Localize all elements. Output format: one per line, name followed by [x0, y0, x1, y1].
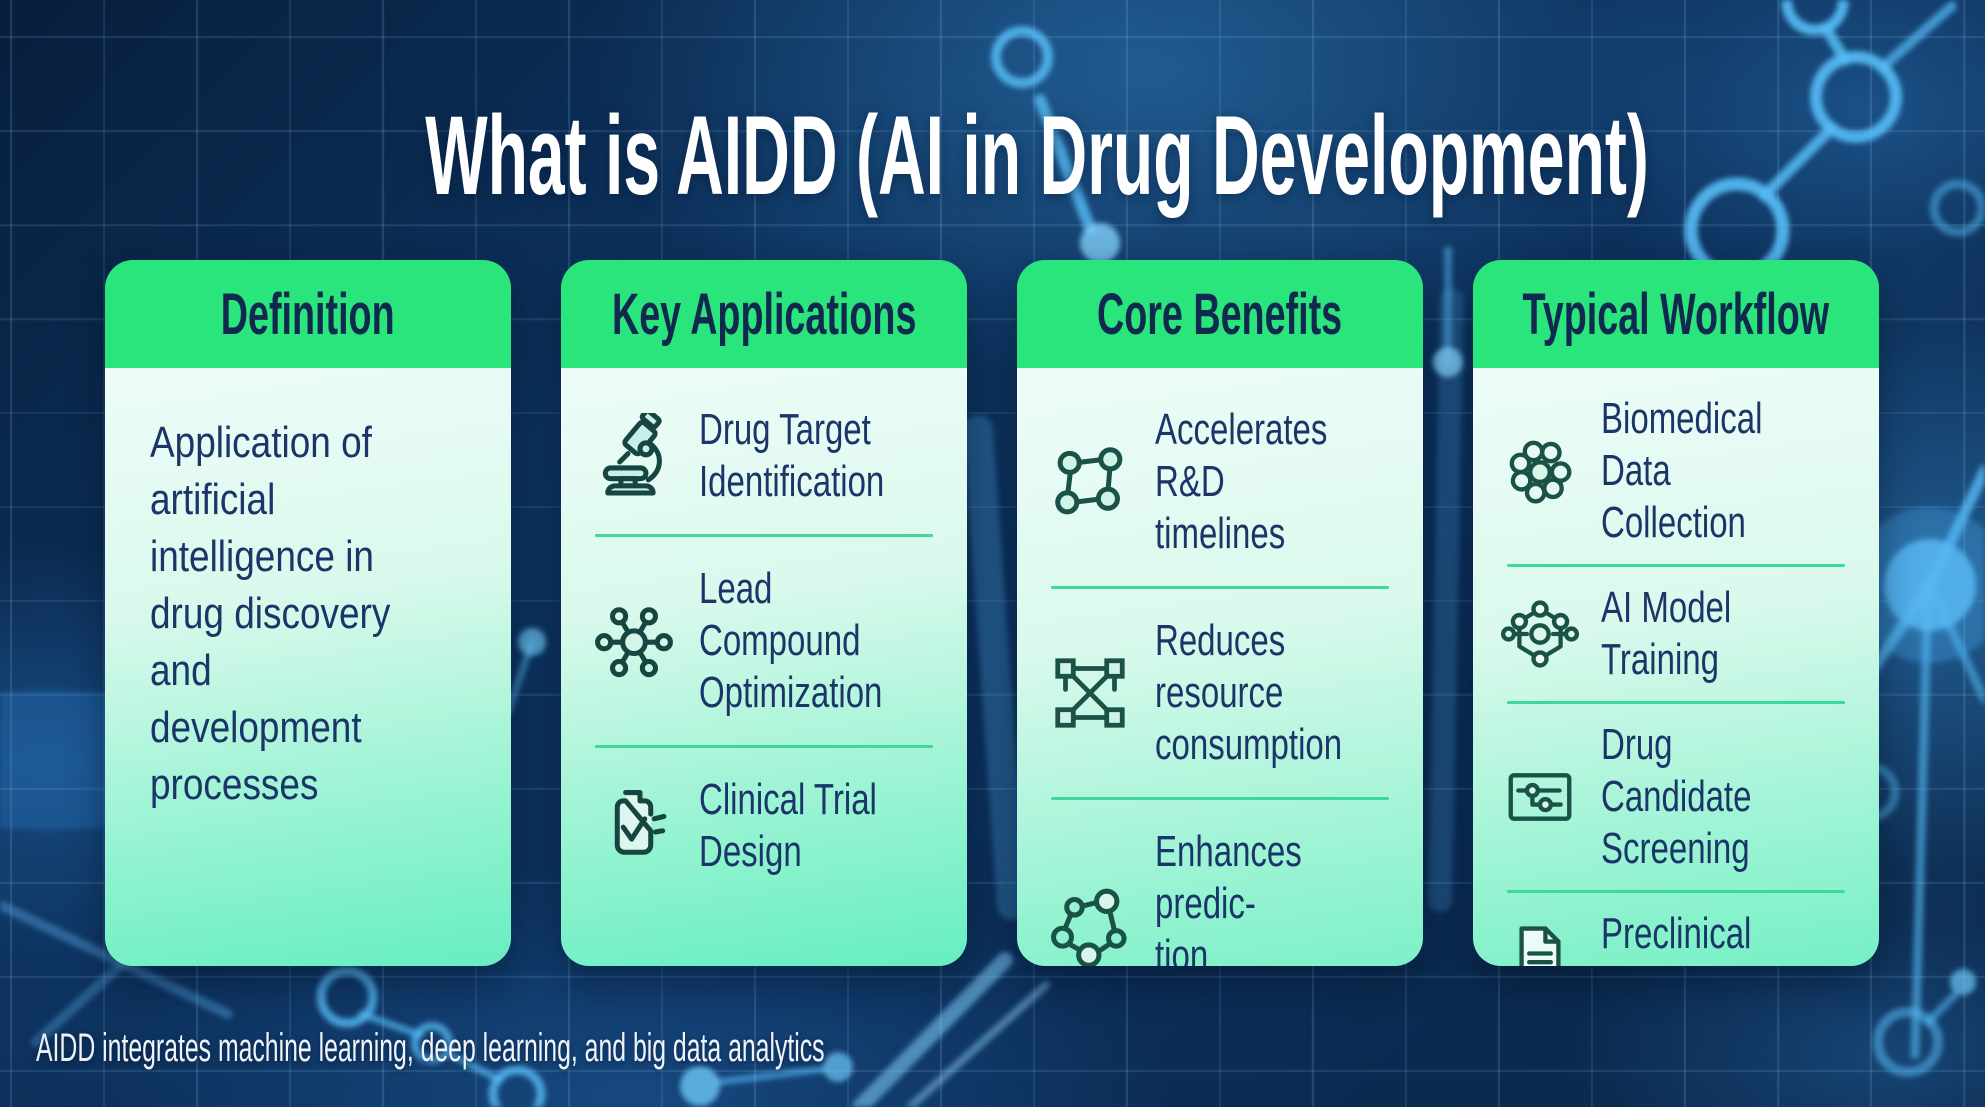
list-item: Preclinical Validation — [1473, 893, 1879, 966]
item-label: Drug Candidate Screening — [1601, 720, 1752, 873]
item-label: Biomedical Data Collection — [1601, 394, 1763, 547]
list-item: AI Model Training — [1473, 567, 1879, 701]
card-key-applications: Key Applications — [561, 260, 967, 966]
card-header: Key Applications — [561, 260, 967, 368]
flowchart-icon — [1501, 758, 1579, 836]
list-item: Reduces resource consumption — [1017, 589, 1423, 797]
card-header-label: Typical Workflow — [1522, 281, 1830, 347]
cards-row: Definition Application of artificial int… — [105, 260, 1879, 966]
card-body: Drug Target Identification — [561, 368, 967, 966]
card-body: Application of artificial intelligence i… — [105, 368, 511, 966]
graph-network-icon — [1047, 887, 1133, 966]
molecule-icon — [591, 598, 677, 684]
item-label: Reduces resource consumption — [1155, 616, 1343, 769]
clinical-trial-jar-icon — [591, 783, 677, 869]
card-header-label: Key Applications — [611, 281, 917, 347]
item-label: Clinical Trial Design — [699, 775, 877, 876]
crossed-network-icon — [1047, 650, 1133, 736]
list-item: Clinical Trial Design — [561, 748, 967, 904]
atom-cluster-icon — [1501, 432, 1579, 510]
card-header-label: Definition — [221, 281, 395, 347]
connected-nodes-square-icon — [1047, 439, 1133, 525]
card-core-benefits: Core Benefits — [1017, 260, 1423, 966]
footer-note: AIDD integrates machine learning, deep l… — [36, 1026, 825, 1070]
hexagon-network-icon — [1501, 595, 1579, 673]
page-title: What is AIDD (AI in Drug Development) — [425, 93, 1649, 218]
card-header-label: Core Benefits — [1097, 281, 1343, 347]
list-item: Lead Compound Optimization — [561, 537, 967, 745]
microscope-icon — [591, 413, 677, 499]
card-typical-workflow: Typical Workflow — [1473, 260, 1879, 966]
card-body: Accelerates R&D timelines — [1017, 368, 1423, 966]
definition-text: Application of artificial intelligence i… — [150, 418, 391, 809]
item-label: Drug Target Identification — [699, 405, 885, 506]
card-definition: Definition Application of artificial int… — [105, 260, 511, 966]
list-item: Drug Target Identification — [561, 378, 967, 534]
item-label: Enhances predic- tion accuracy — [1155, 827, 1302, 966]
card-header: Core Benefits — [1017, 260, 1423, 368]
item-label: AI Model Training — [1601, 583, 1732, 684]
item-label: Accelerates R&D timelines — [1155, 405, 1328, 558]
card-body: Biomedical Data Collection — [1473, 368, 1879, 966]
item-label: Lead Compound Optimization — [699, 564, 883, 717]
list-item: Biomedical Data Collection — [1473, 378, 1879, 564]
list-item: Drug Candidate Screening — [1473, 704, 1879, 890]
list-item: Accelerates R&D timelines — [1017, 378, 1423, 586]
card-header: Typical Workflow — [1473, 260, 1879, 368]
list-item: Enhances predic- tion accuracy — [1017, 800, 1423, 966]
document-icon — [1501, 921, 1579, 966]
item-label: Preclinical Validation — [1601, 909, 1752, 966]
card-header: Definition — [105, 260, 511, 368]
